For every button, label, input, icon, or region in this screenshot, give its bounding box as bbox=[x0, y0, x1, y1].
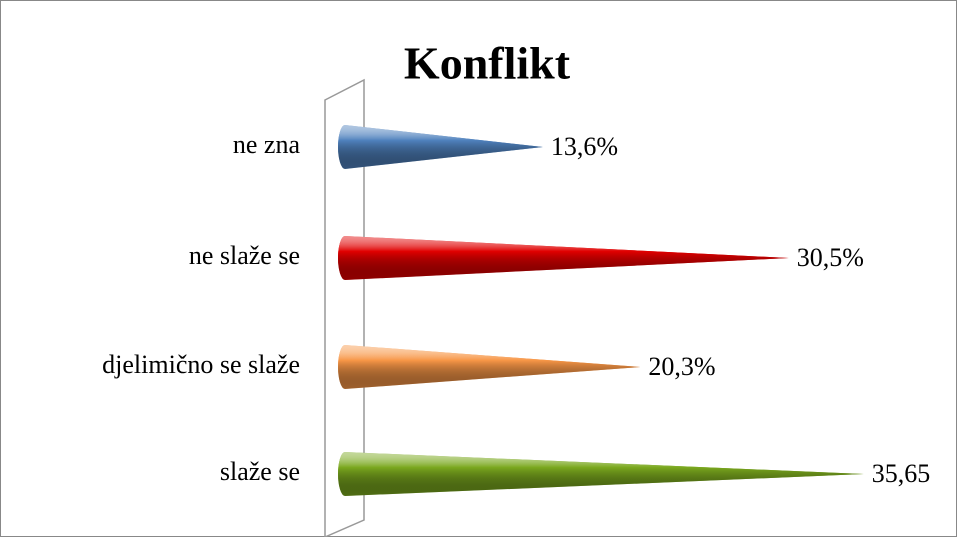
chart-title: Konflikt bbox=[404, 38, 571, 89]
x-tick-label: slaže se bbox=[220, 457, 300, 486]
x-tick-label: djelimično se slaže bbox=[102, 350, 300, 379]
wall bbox=[324, 78, 365, 537]
value-label: 13,6% bbox=[551, 132, 618, 161]
value-label: 20,3% bbox=[648, 352, 715, 381]
x-tick-label: ne slaže se bbox=[189, 241, 300, 270]
value-label: 30,5% bbox=[797, 243, 864, 272]
value-label: 35,65 bbox=[872, 459, 931, 488]
x-tick-label: ne zna bbox=[233, 130, 301, 159]
